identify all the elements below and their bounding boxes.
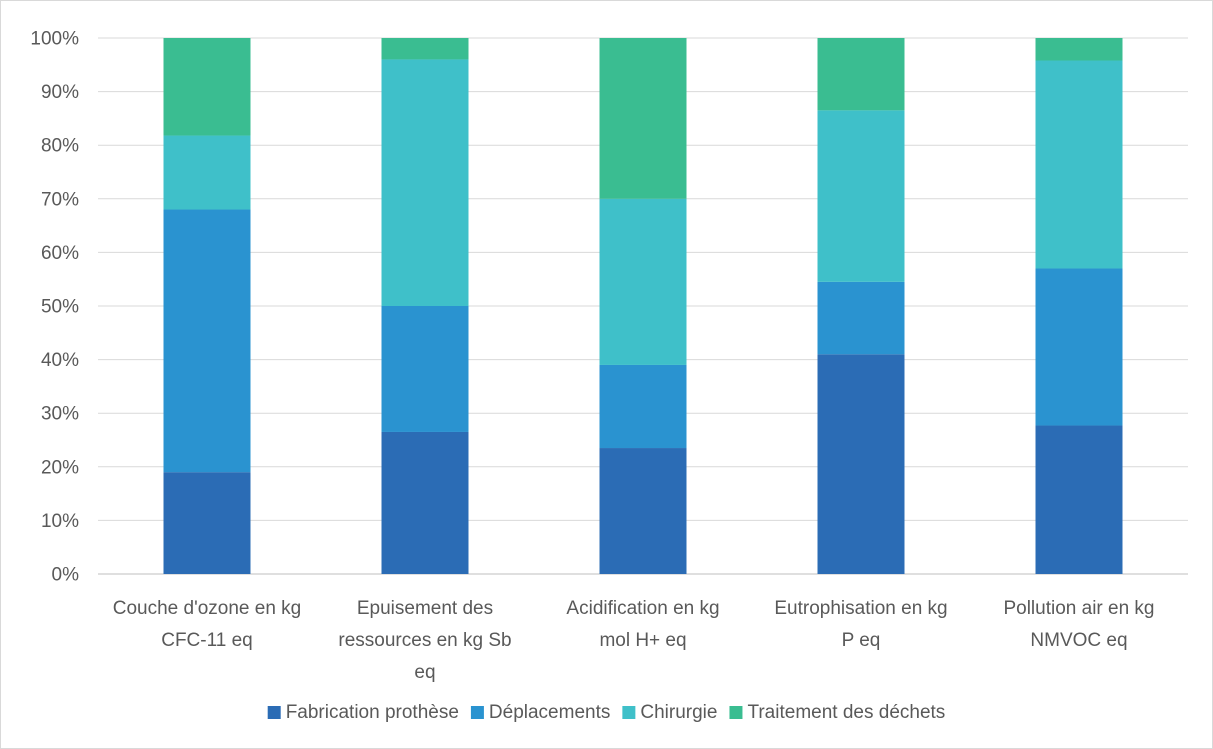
x-tick-label: mol H+ eq	[599, 630, 686, 651]
bar-segment	[163, 209, 251, 473]
legend-label: Fabrication prothèse	[286, 702, 459, 723]
x-tick-label: CFC-11 eq	[161, 630, 253, 651]
bar-segment	[163, 135, 251, 210]
x-tick-label: Couche d'ozone en kg	[113, 598, 302, 619]
bar-segment	[599, 198, 687, 365]
bar-segment	[817, 354, 905, 574]
y-tick-label: 100%	[30, 29, 79, 50]
legend-item: Traitement des déchets	[729, 702, 945, 723]
bar-segment	[1035, 425, 1123, 574]
bar-segment	[381, 431, 469, 574]
legend-swatch	[470, 706, 484, 719]
bar-segment	[599, 364, 687, 449]
legend-label: Déplacements	[489, 702, 610, 723]
y-tick-label: 20%	[41, 457, 79, 478]
x-tick-label: Pollution air en kg	[1003, 598, 1154, 619]
y-tick-label: 0%	[52, 565, 80, 586]
bar-segment	[163, 38, 251, 136]
x-tick-label: Eutrophisation en kg	[774, 598, 947, 619]
legend-swatch	[729, 706, 743, 719]
bar-segment	[1035, 60, 1123, 269]
x-tick-label: eq	[414, 662, 435, 683]
y-tick-label: 70%	[41, 189, 79, 210]
legend-swatch	[622, 706, 636, 719]
bar-segment	[817, 38, 905, 111]
bars	[163, 38, 1123, 574]
x-axis: Couche d'ozone en kg CFC-11 eq Epuisement …	[113, 598, 1155, 683]
bar-segment	[1035, 38, 1123, 61]
x-tick-label: Acidification en kg	[566, 598, 719, 619]
bar-segment	[599, 38, 687, 199]
y-tick-label: 90%	[41, 82, 79, 103]
legend-swatch	[267, 706, 281, 719]
legend-label: Traitement des déchets	[747, 702, 945, 723]
bar-segment	[381, 59, 469, 306]
x-tick-label: Epuisement des	[357, 598, 493, 619]
y-tick-label: 60%	[41, 243, 79, 264]
x-tick-label: NMVOC eq	[1030, 630, 1127, 651]
bar-segment	[381, 306, 469, 432]
x-tick-label: P eq	[842, 630, 881, 651]
bar-segment	[817, 110, 905, 282]
legend-item: Fabrication prothèse	[267, 702, 459, 723]
y-tick-label: 80%	[41, 136, 79, 157]
bar-segment	[1035, 268, 1123, 426]
y-tick-label: 40%	[41, 350, 79, 371]
legend-label: Chirurgie	[640, 702, 717, 723]
y-axis: 0% 10% 20% 30% 40% 50% 60% 70% 80% 90% 100%	[30, 29, 79, 586]
bar-segment	[817, 281, 905, 355]
bar-segment	[381, 38, 469, 60]
y-tick-label: 10%	[41, 511, 79, 532]
legend: Fabrication prothèse Déplacements Chirurgi…	[267, 702, 945, 723]
bar-segment	[599, 448, 687, 574]
legend-item: Déplacements	[470, 702, 610, 723]
y-tick-label: 30%	[41, 404, 79, 425]
bar-segment	[163, 472, 251, 574]
y-tick-label: 50%	[41, 297, 79, 318]
x-tick-label: ressources en kg Sb	[338, 630, 511, 651]
legend-item: Chirurgie	[622, 702, 717, 723]
